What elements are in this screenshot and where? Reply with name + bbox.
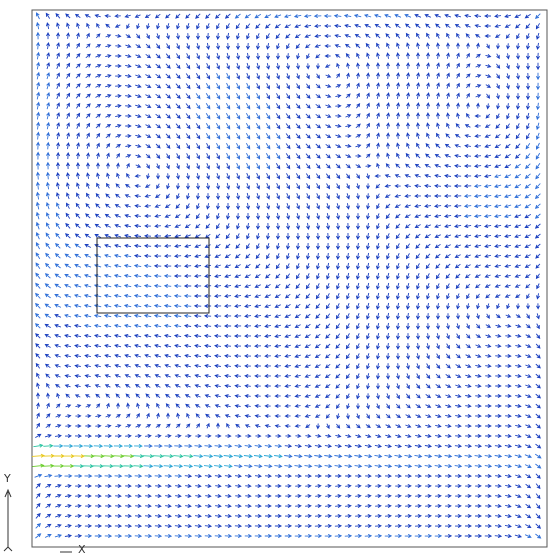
vector-arrows [31, 12, 542, 539]
selection-box [96, 237, 210, 314]
origin-mark [3, 546, 13, 552]
arrow-group [53, 443, 283, 469]
y-axis-label: Y [3, 472, 11, 485]
x-axis-label: X [78, 543, 86, 555]
y-axis-arrowhead [4, 488, 12, 498]
arrow-group [33, 443, 194, 469]
arrow-group [31, 453, 85, 459]
arrow-group [32, 454, 135, 469]
arrow-group [34, 12, 542, 539]
arrow-group [35, 12, 542, 539]
